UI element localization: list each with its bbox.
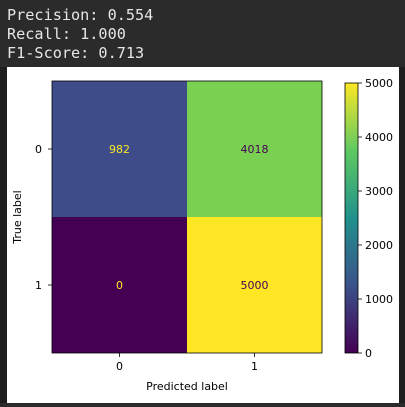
colorbar-tick-label-4: 4000 <box>365 131 393 144</box>
console-output: Precision: 0.554 Recall: 1.000 F1-Score:… <box>0 0 405 66</box>
y-tick-label-1: 1 <box>35 279 42 292</box>
colorbar-tick-label-5: 5000 <box>365 77 393 90</box>
colorbar-tick-label-3: 3000 <box>365 185 393 198</box>
figure-panel: 982 4018 0 5000 0 1 0 1 Predicted label True lab… <box>7 67 399 403</box>
confusion-matrix-chart: 982 4018 0 5000 0 1 0 1 Predicted label True lab… <box>11 77 393 393</box>
colorbar-tick-label-1: 1000 <box>365 293 393 306</box>
precision-line: Precision: 0.554 <box>7 6 154 24</box>
output-left-border <box>0 67 7 403</box>
colorbar-tick-label-2: 2000 <box>365 239 393 252</box>
x-axis-label: Predicted label <box>146 380 228 393</box>
matrix-cell-1-1 <box>187 217 322 353</box>
y-tick-label-0: 0 <box>35 143 42 156</box>
y-axis-label: True label <box>11 190 24 244</box>
cell-value-1-1: 5000 <box>241 279 269 292</box>
output-right-border <box>399 67 405 403</box>
f1-score-line: F1-Score: 0.713 <box>7 44 145 62</box>
plot-frame <box>51 80 323 354</box>
cell-value-0-1: 4018 <box>241 143 269 156</box>
colorbar-gradient <box>344 82 359 354</box>
x-tick-label-1: 1 <box>251 360 258 373</box>
matrix-cell-0-1 <box>187 81 322 217</box>
x-tick-label-0: 0 <box>116 360 123 373</box>
colorbar-tick-label-0: 0 <box>365 347 372 360</box>
cell-value-0-0: 982 <box>109 143 130 156</box>
matrix-cell-1-0 <box>52 217 187 353</box>
cell-value-1-0: 0 <box>116 279 123 292</box>
recall-line: Recall: 1.000 <box>7 25 126 43</box>
matrix-cell-0-0 <box>52 81 187 217</box>
